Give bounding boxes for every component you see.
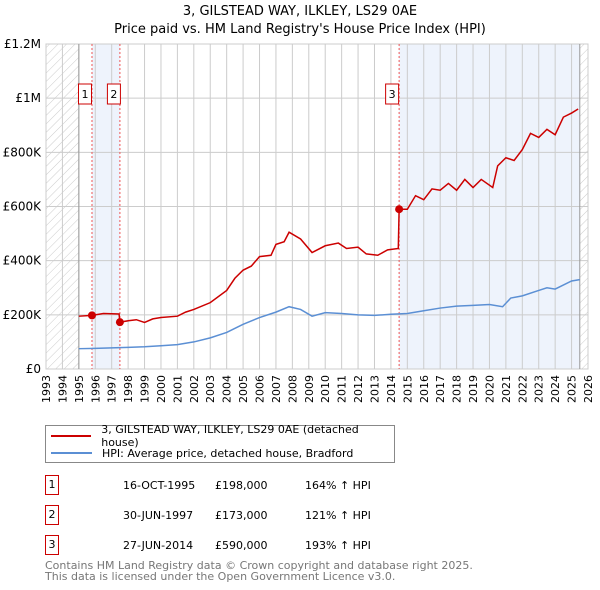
sale-label: 3 — [389, 88, 396, 101]
footer: Contains HM Land Registry data © Crown c… — [45, 560, 473, 582]
transaction-price: £173,000 — [215, 509, 268, 522]
transaction-number: 3 — [45, 535, 59, 555]
x-tick-label: 2009 — [303, 375, 316, 403]
x-tick-label: 2017 — [434, 375, 447, 403]
x-tick-label: 2004 — [221, 375, 234, 403]
sale-point — [395, 205, 404, 214]
x-tick-label: 1995 — [73, 375, 86, 403]
y-tick-label: £0 — [26, 362, 41, 376]
x-tick-label: 2007 — [270, 375, 283, 403]
sale-label-box — [77, 83, 92, 105]
legend-label-hpi: HPI: Average price, detached house, Brad… — [102, 446, 354, 460]
transaction-row: 1 16-OCT-1995 £198,000 164% ↑ HPI — [45, 475, 405, 495]
x-tick-label: 2012 — [352, 375, 365, 403]
transaction-row: 3 27-JUN-2014 £590,000 193% ↑ HPI — [45, 535, 405, 555]
price-chart: 1993 1994 1995 1996 1997 1998 1999 2000 2001 2002… — [3, 37, 595, 403]
x-tick-label: 2016 — [418, 375, 431, 403]
x-tick-label: 2013 — [368, 375, 381, 403]
x-tick-label: 1998 — [122, 375, 135, 403]
property-price-line — [78, 108, 579, 324]
y-tick-label: £600K — [3, 200, 43, 214]
x-tick-label: 1996 — [89, 375, 102, 403]
plot-border — [45, 43, 589, 370]
chart-subtitle: Price paid vs. HM Land Registry's House … — [114, 22, 486, 37]
x-tick-label: 1997 — [106, 375, 119, 403]
x-tick-label: 2005 — [237, 375, 250, 403]
footer-copyright: Contains HM Land Registry data © Crown c… — [45, 559, 473, 572]
x-tick-label: 2002 — [188, 375, 201, 403]
y-tick-label: £200K — [3, 308, 43, 322]
x-tick-label: 2010 — [319, 375, 332, 403]
y-tick-label: £400K — [3, 254, 43, 268]
x-tick-label: 2015 — [401, 375, 414, 403]
transaction-price: £590,000 — [215, 539, 268, 552]
x-tick-label: 1994 — [56, 375, 69, 403]
sale-label-box — [106, 83, 121, 105]
x-tick-label: 1999 — [139, 375, 152, 403]
transaction-date: 16-OCT-1995 — [123, 479, 196, 492]
transaction-row: 2 30-JUN-1997 £173,000 121% ↑ HPI — [45, 505, 405, 525]
x-tick-label: 2001 — [171, 375, 184, 403]
transaction-hpi: 164% ↑ HPI — [305, 479, 371, 492]
legend-label-property: 3, GILSTEAD WAY, ILKLEY, LS29 0AE (detac… — [101, 423, 359, 449]
transaction-price: £198,000 — [215, 479, 268, 492]
y-tick-label: £1M — [15, 91, 41, 105]
legend-swatch-property — [51, 435, 92, 437]
legend: 3, GILSTEAD WAY, ILKLEY, LS29 0AE (detac… — [45, 423, 395, 463]
transaction-hpi: 193% ↑ HPI — [305, 539, 371, 552]
x-tick-label: 1993 — [40, 375, 53, 403]
hpi-line — [78, 278, 580, 350]
x-tick-label: 2026 — [582, 375, 595, 403]
sale-label: 2 — [110, 88, 117, 101]
y-tick-label: £1.2M — [4, 37, 41, 51]
transaction-date: 27-JUN-2014 — [123, 539, 194, 552]
transaction-number: 1 — [45, 475, 59, 495]
x-tick-label: 2022 — [516, 375, 529, 403]
sale-point — [87, 311, 96, 320]
transaction-number: 2 — [45, 505, 59, 525]
x-tick-label: 2025 — [566, 375, 579, 403]
y-tick-label: £800K — [3, 145, 43, 159]
x-tick-label: 2011 — [336, 375, 349, 403]
x-tick-label: 2021 — [500, 375, 513, 403]
sale-point — [115, 318, 124, 327]
x-tick-label: 2024 — [549, 375, 562, 403]
x-tick-label: 2003 — [204, 375, 217, 403]
chart-title: 3, GILSTEAD WAY, ILKLEY, LS29 0AE — [182, 4, 418, 19]
x-tick-label: 2018 — [451, 375, 464, 403]
transaction-hpi: 121% ↑ HPI — [305, 509, 371, 522]
footer-licence: This data is licensed under the Open Gov… — [45, 570, 396, 583]
x-tick-label: 2019 — [467, 375, 480, 403]
x-tick-label: 2000 — [155, 375, 168, 403]
transaction-date: 30-JUN-1997 — [123, 509, 194, 522]
legend-swatch-hpi — [51, 452, 92, 454]
x-tick-label: 2008 — [286, 375, 299, 403]
x-tick-label: 2006 — [254, 375, 267, 403]
x-tick-label: 2014 — [385, 375, 398, 403]
x-tick-label: 2023 — [533, 375, 546, 403]
sale-label-box — [385, 83, 400, 105]
x-tick-label: 2020 — [483, 375, 496, 403]
sale-label: 1 — [81, 88, 88, 101]
